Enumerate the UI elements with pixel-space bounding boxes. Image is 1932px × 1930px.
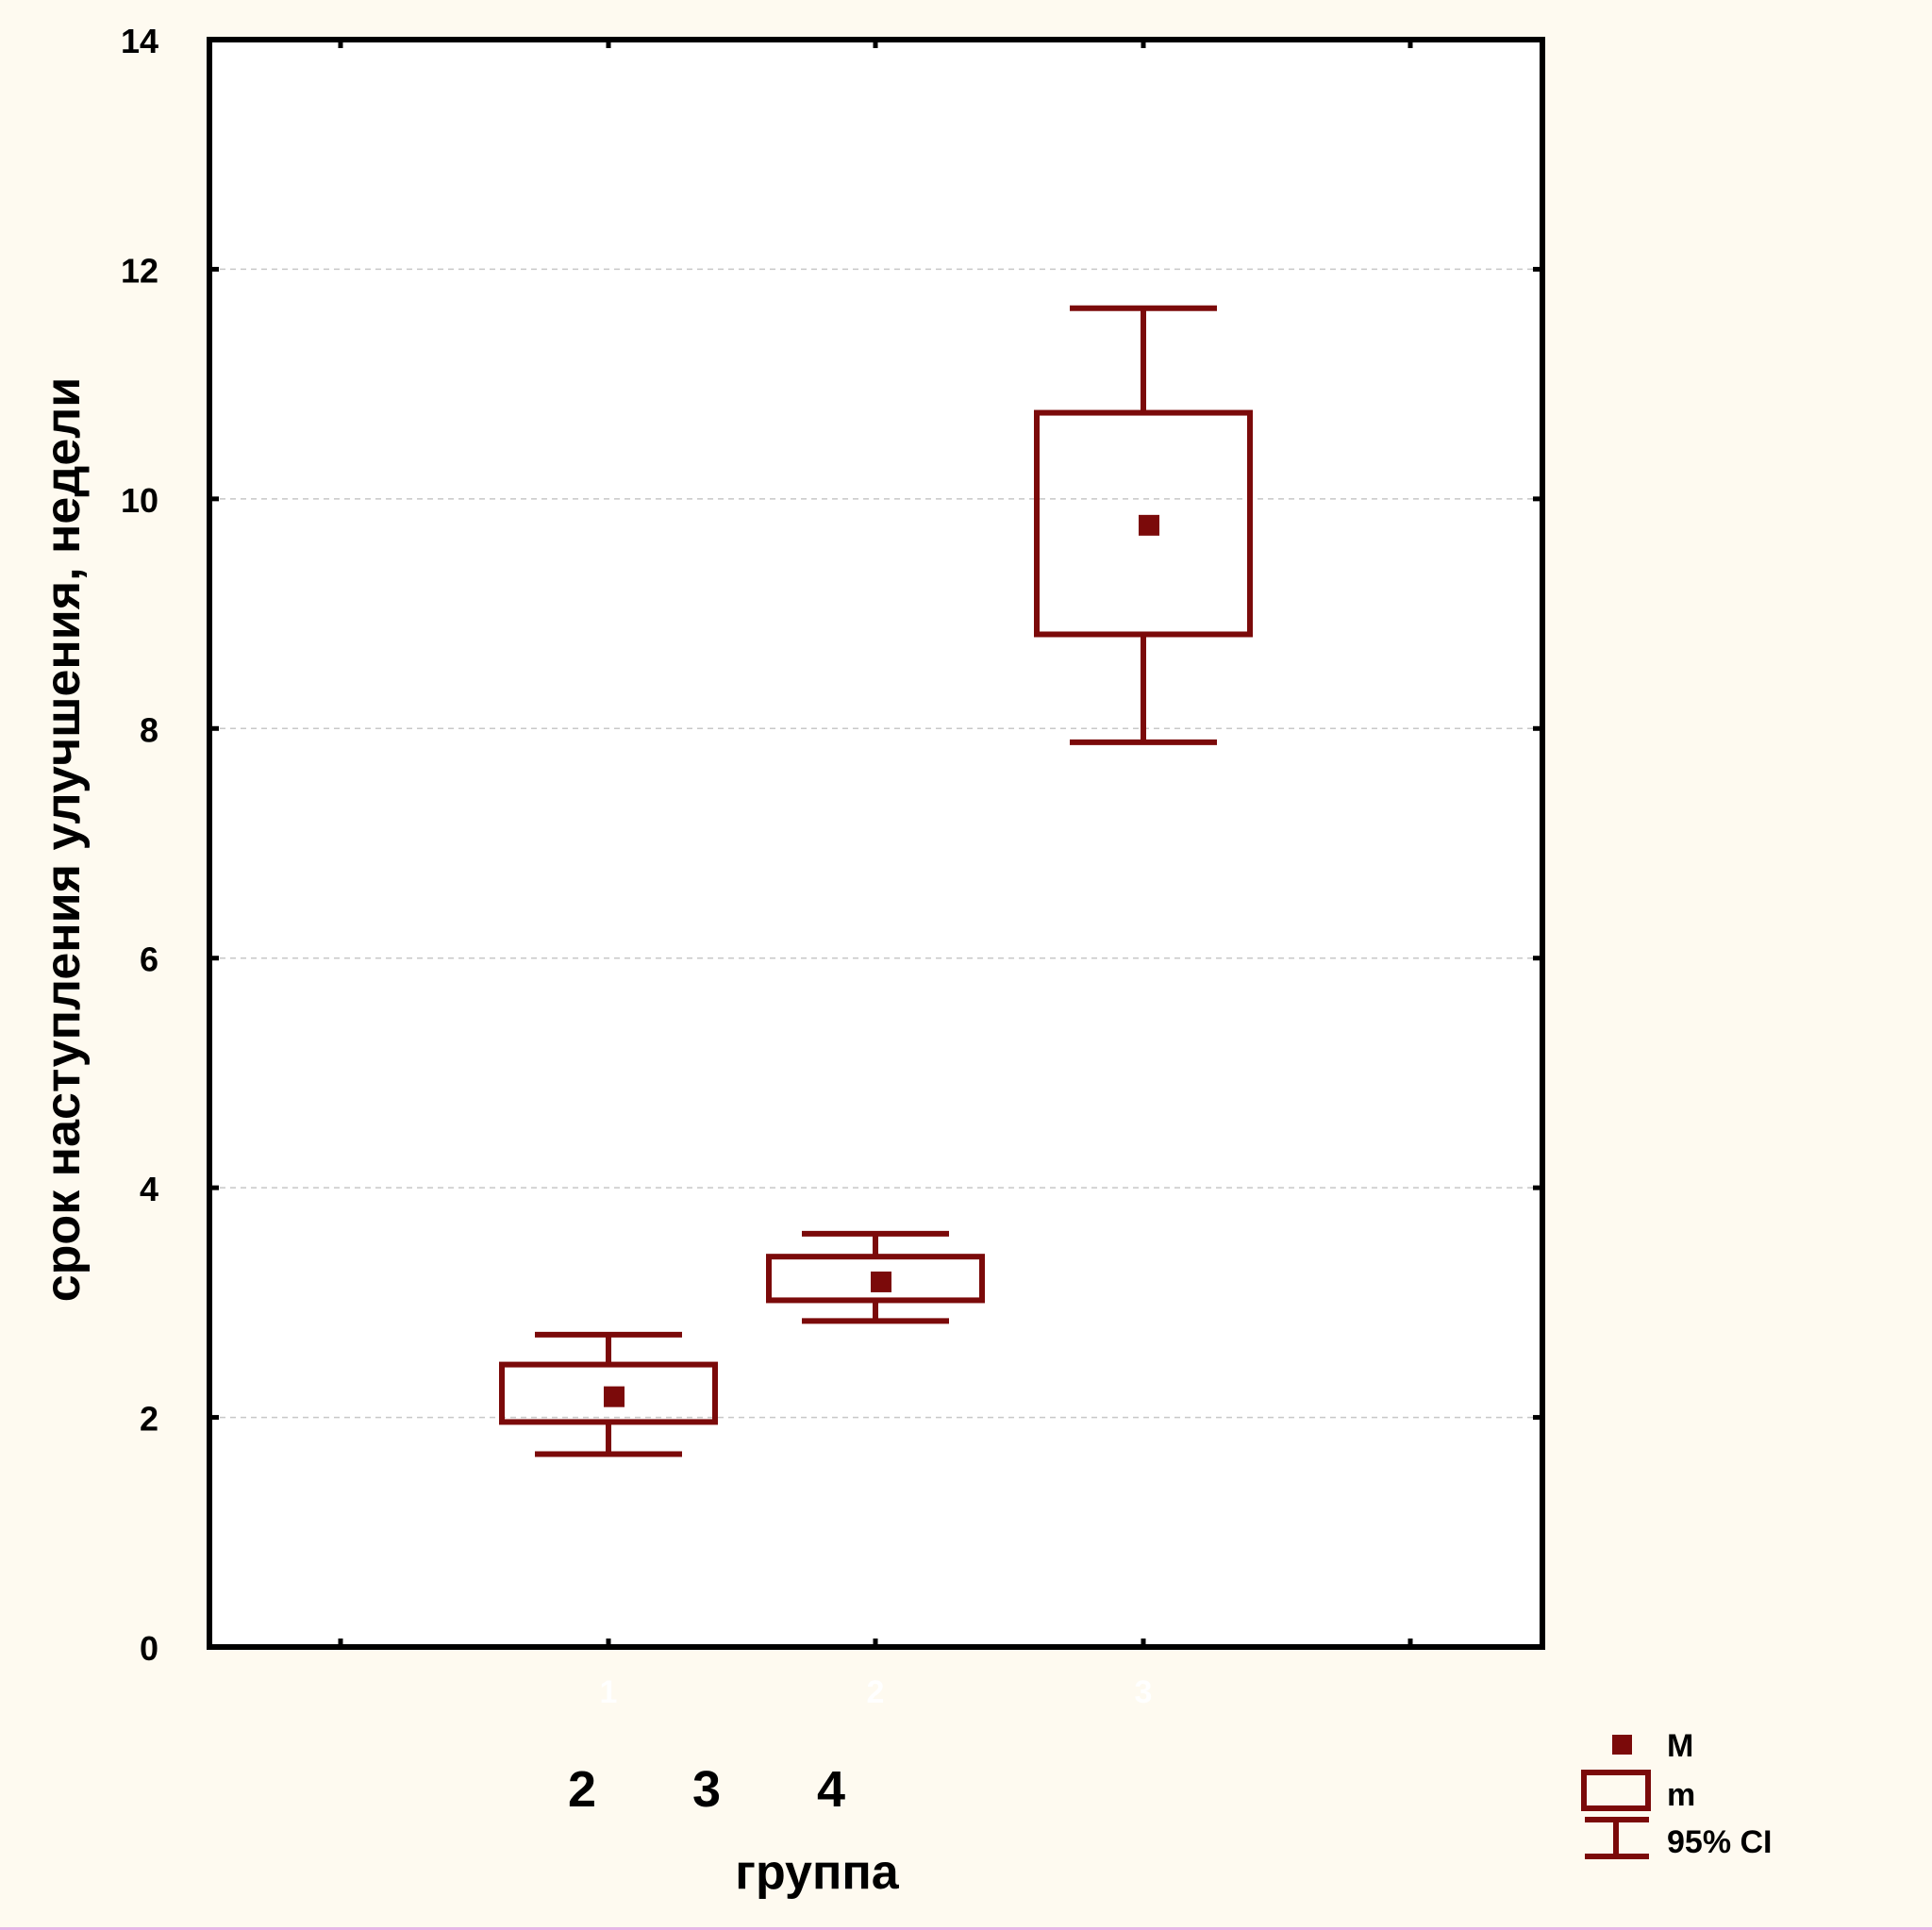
group-label: 4 bbox=[817, 1761, 845, 1818]
y-tick-label: 10 bbox=[121, 481, 158, 520]
bottom-border bbox=[0, 1927, 1932, 1930]
group-labels: 2 3 4 bbox=[568, 1761, 845, 1818]
y-tick-label: 0 bbox=[140, 1629, 158, 1668]
box-group bbox=[766, 1230, 985, 1324]
y-tick-label: 12 bbox=[121, 251, 158, 290]
grid-lines bbox=[209, 268, 1542, 1419]
y-tick-labels: 0 2 4 6 8 10 12 14 bbox=[121, 22, 158, 1668]
legend-box-marker bbox=[1581, 1770, 1651, 1811]
mean-marker bbox=[871, 1271, 891, 1292]
box-group bbox=[499, 1331, 718, 1457]
y-tick-label: 4 bbox=[140, 1170, 158, 1208]
y-axis-label: срок наступления улучшения, недели bbox=[36, 377, 91, 1303]
y-tick-label: 6 bbox=[140, 940, 158, 979]
plot-area bbox=[209, 40, 1542, 1647]
mean-marker bbox=[1139, 514, 1159, 536]
m-box bbox=[1034, 409, 1253, 638]
legend: M m 95% CI bbox=[1581, 1728, 1773, 1860]
x-axis-label: группа bbox=[735, 1845, 899, 1900]
box-series bbox=[499, 305, 1253, 1457]
group-label: 2 bbox=[568, 1761, 596, 1818]
m-box bbox=[766, 1254, 985, 1304]
x-category-label: 1 bbox=[600, 1674, 618, 1710]
axis-ticks bbox=[209, 37, 1542, 1650]
x-category-label: 3 bbox=[1135, 1674, 1153, 1710]
legend-mean-marker bbox=[1612, 1735, 1632, 1755]
legend-mean-label: M bbox=[1667, 1728, 1693, 1764]
m-box bbox=[499, 1361, 718, 1425]
y-tick-label: 8 bbox=[140, 710, 158, 749]
y-tick-label: 14 bbox=[121, 22, 158, 60]
mean-marker bbox=[604, 1386, 625, 1407]
y-tick-label: 2 bbox=[140, 1400, 158, 1439]
legend-box-label: m bbox=[1667, 1777, 1695, 1813]
x-category-labels: 1 2 3 bbox=[600, 1674, 1153, 1710]
box-group bbox=[1034, 305, 1253, 745]
legend-ci-label: 95% CI bbox=[1667, 1824, 1773, 1860]
x-category-label: 2 bbox=[867, 1674, 885, 1710]
group-label: 3 bbox=[692, 1761, 721, 1818]
